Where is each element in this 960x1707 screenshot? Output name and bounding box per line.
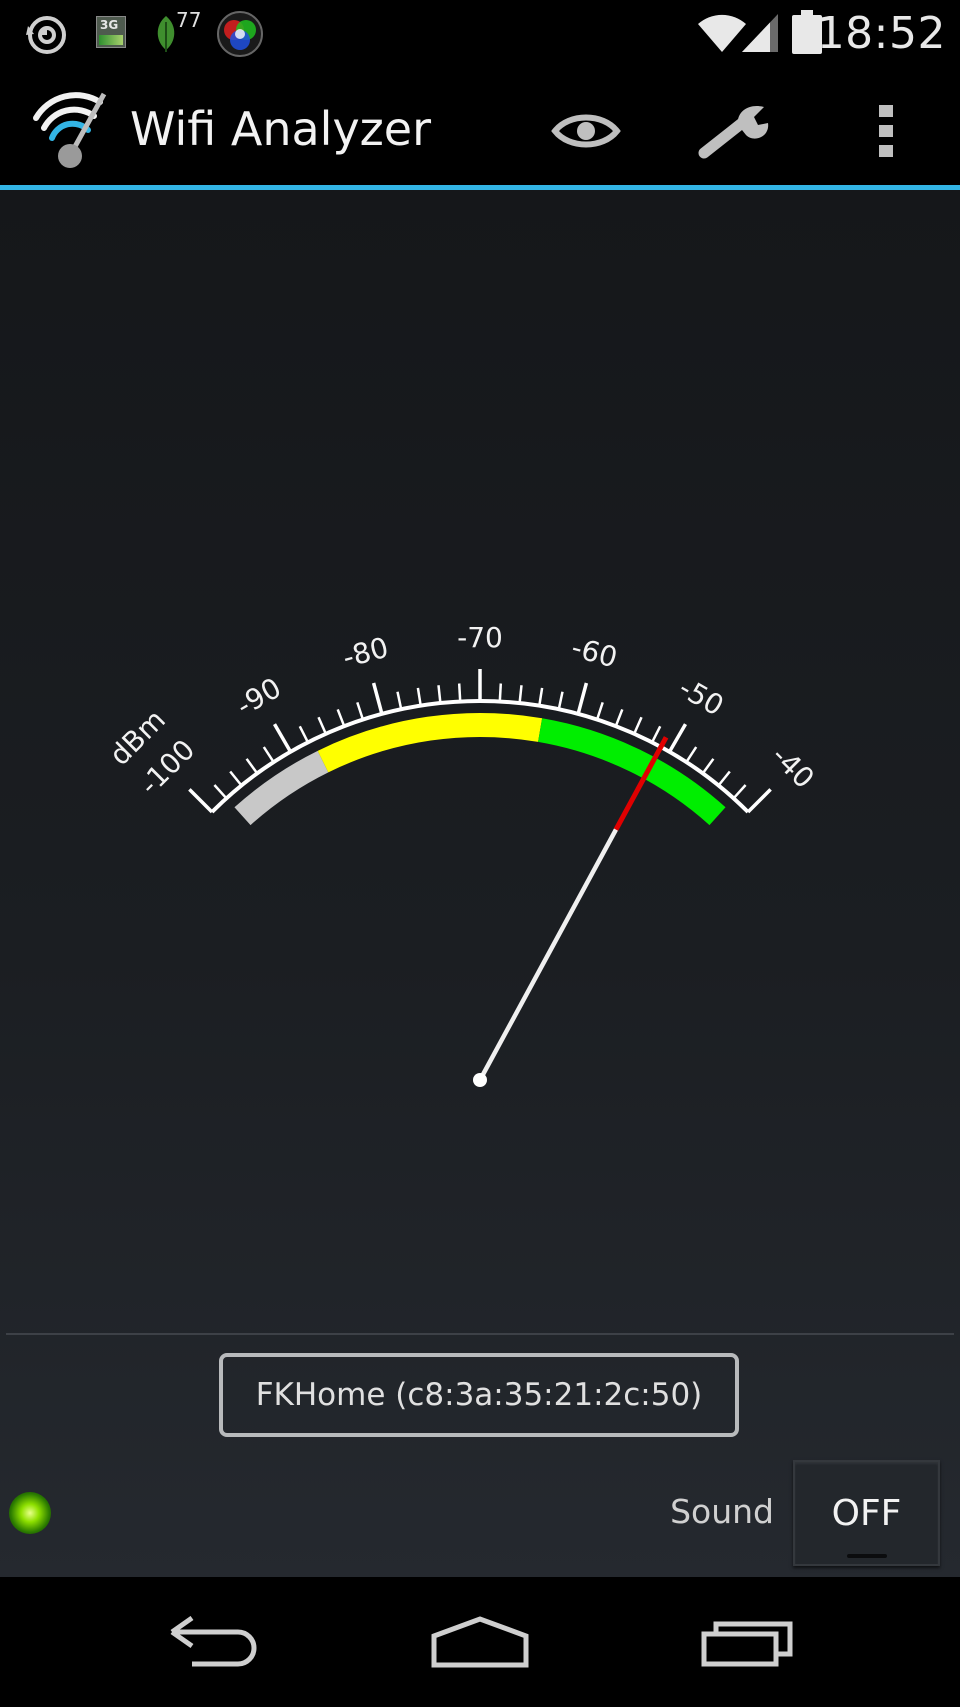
leaf-icon	[157, 16, 175, 52]
minor-tick	[650, 725, 662, 743]
minor-tick	[457, 683, 462, 702]
sound-toggle[interactable]: OFF	[793, 1460, 940, 1566]
battery-icon	[792, 10, 822, 54]
minor-tick	[229, 770, 243, 787]
major-tick	[371, 682, 384, 715]
scale-arc	[210, 699, 750, 814]
minor-tick	[396, 691, 403, 710]
main-content: -100 -90 -80 -70 -60 -50 -40 dBm FKHome (c8:3a:…	[0, 190, 960, 1577]
network-selector-button[interactable]: FKHome (c8:3a:35:21:2c:50)	[219, 1353, 739, 1437]
sync-icon	[26, 16, 66, 54]
back-icon	[170, 1616, 257, 1667]
home-icon	[431, 1616, 529, 1668]
minor-tick	[317, 716, 327, 735]
eye-icon	[551, 114, 621, 148]
tick-label: -90	[231, 671, 287, 722]
minor-tick	[633, 716, 643, 735]
signal-zones	[234, 712, 726, 826]
overflow-menu-button[interactable]	[838, 86, 934, 176]
minor-tick	[356, 702, 365, 720]
minor-tick	[595, 702, 604, 720]
needle-shaft	[478, 828, 618, 1082]
recent-apps-icon	[701, 1621, 793, 1667]
network-label: FKHome (c8:3a:35:21:2c:50)	[255, 1377, 703, 1413]
major-tick	[576, 682, 589, 715]
cell-signal-icon	[742, 14, 778, 52]
minor-tick	[298, 725, 310, 743]
color-wheel-icon	[217, 11, 263, 57]
needle-pivot	[473, 1073, 487, 1087]
back-button[interactable]	[132, 1597, 292, 1687]
signal-zone-2	[538, 718, 726, 826]
section-divider	[6, 1333, 954, 1335]
overflow-menu-icon	[879, 105, 893, 157]
signal-zone-0	[234, 750, 329, 826]
signal-zone-1	[317, 712, 543, 773]
minor-tick	[732, 784, 747, 800]
action-bar: Wifi Analyzer	[0, 68, 960, 190]
needle-tip	[613, 736, 669, 831]
recent-apps-button[interactable]	[668, 1597, 828, 1687]
meter-scale	[188, 669, 772, 814]
settings-button[interactable]	[688, 86, 784, 176]
major-tick	[188, 788, 214, 814]
navigation-bar	[0, 1577, 960, 1707]
minor-tick	[213, 784, 228, 800]
tick-label: -80	[339, 631, 392, 675]
wifi-analyzer-logo[interactable]	[30, 86, 120, 170]
tick-label: -40	[765, 739, 821, 795]
major-tick	[667, 723, 688, 753]
eye-button[interactable]	[538, 86, 634, 176]
minor-tick	[498, 683, 503, 702]
minor-tick	[416, 687, 422, 706]
minor-tick	[538, 687, 544, 706]
major-tick	[272, 723, 293, 753]
minor-tick	[701, 758, 715, 775]
app-title: Wifi Analyzer	[130, 102, 432, 156]
tick-label: -50	[673, 671, 729, 722]
minor-tick	[557, 691, 564, 710]
tick-label: -60	[568, 631, 621, 675]
minor-tick	[518, 685, 523, 704]
minor-tick	[336, 708, 346, 727]
minor-tick	[437, 685, 442, 704]
needle	[473, 736, 669, 1087]
status-led	[9, 1492, 51, 1534]
wifi-signal-icon	[698, 14, 746, 52]
minor-tick	[717, 770, 731, 787]
network-3g-icon: 3G	[96, 16, 126, 48]
status-time: 18:52	[816, 8, 946, 59]
major-tick	[746, 788, 772, 814]
minor-tick	[262, 746, 275, 763]
minor-tick	[245, 758, 259, 775]
leaf-badge-count: 77	[176, 8, 202, 32]
status-bar: 3G 77 18:52	[0, 0, 960, 68]
minor-tick	[614, 708, 624, 727]
wrench-icon	[698, 105, 769, 159]
sound-label: Sound	[670, 1492, 774, 1531]
tick-label: -70	[457, 621, 503, 654]
toggle-indicator	[847, 1554, 887, 1558]
minor-tick	[685, 746, 698, 763]
sound-toggle-value: OFF	[831, 1492, 902, 1534]
home-button[interactable]	[400, 1597, 560, 1687]
